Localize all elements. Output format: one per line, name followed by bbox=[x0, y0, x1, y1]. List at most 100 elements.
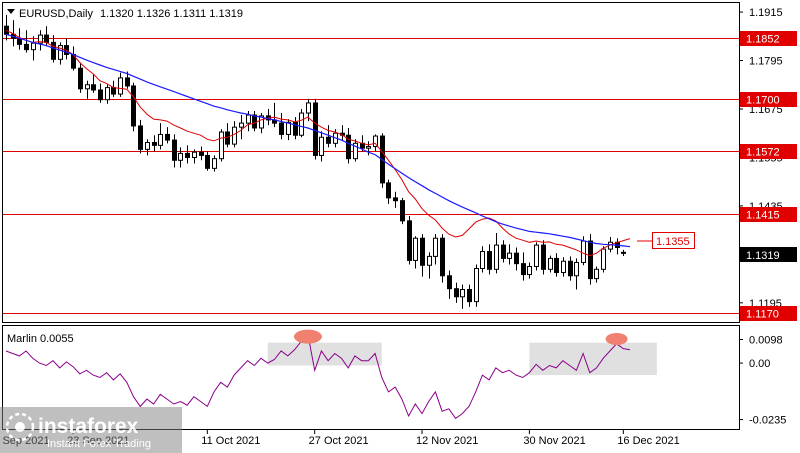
fast-moving-average-line bbox=[5, 29, 631, 257]
candle-bearish bbox=[447, 275, 452, 290]
candle-bullish bbox=[212, 158, 217, 169]
candle-bearish bbox=[138, 125, 143, 150]
price-panel-frame bbox=[2, 2, 740, 323]
candle-bullish bbox=[58, 45, 63, 60]
target-price-box bbox=[652, 232, 695, 249]
candle-bearish bbox=[346, 134, 351, 160]
level-tag-value: 1.1852 bbox=[746, 34, 780, 46]
candle-bullish bbox=[366, 146, 371, 149]
candle-bullish bbox=[38, 34, 43, 44]
indicator-axis-label: 0.00 bbox=[749, 358, 770, 370]
candle-bearish bbox=[199, 151, 204, 156]
level-tag-box bbox=[740, 144, 797, 159]
candle-bearish bbox=[165, 133, 170, 141]
candle-bullish bbox=[246, 114, 251, 124]
target-price-label: 1.1355 bbox=[656, 236, 690, 248]
level-tag-box bbox=[740, 306, 797, 321]
level-tag-box bbox=[740, 92, 797, 107]
candle-bullish bbox=[259, 115, 264, 129]
candle-bullish bbox=[158, 133, 163, 146]
level-tag-box bbox=[740, 31, 797, 46]
current-price-tag: 1.1319 bbox=[740, 247, 797, 262]
chart-ohlc-values: 1.1320 1.1326 1.1311 1.1319 bbox=[100, 8, 243, 20]
candle-bearish bbox=[125, 77, 130, 87]
candle-bearish bbox=[621, 251, 626, 254]
candle-bearish bbox=[185, 152, 190, 158]
candle-bullish bbox=[319, 136, 324, 156]
candle-bullish bbox=[353, 142, 358, 160]
candle-bullish bbox=[306, 102, 311, 114]
candle-bullish bbox=[105, 87, 110, 101]
candle-bearish bbox=[78, 67, 83, 90]
candle-bearish bbox=[554, 257, 559, 274]
indicator-label: Marlin 0.0055 bbox=[7, 333, 74, 345]
highlight-zone-right bbox=[529, 342, 657, 376]
candle-bullish bbox=[413, 237, 418, 261]
instaforex-watermark: instaforex Instant Forex Trading bbox=[0, 407, 182, 453]
candle-bullish bbox=[286, 121, 291, 135]
candle-bearish bbox=[225, 131, 230, 145]
candle-bullish bbox=[561, 260, 566, 274]
current-price-value: 1.1319 bbox=[746, 250, 780, 262]
candle-bullish bbox=[373, 135, 378, 148]
candle-bullish bbox=[601, 248, 606, 270]
candle-bearish bbox=[487, 251, 492, 270]
time-axis-label: 12 Nov 2021 bbox=[416, 435, 478, 447]
candle-bearish bbox=[205, 154, 210, 169]
highlight-marks bbox=[293, 329, 628, 346]
candle-bearish bbox=[568, 260, 573, 277]
indicator-axis: 0.0098 0.00 -0.0235 bbox=[739, 335, 786, 427]
peak-marker-ellipse bbox=[293, 329, 322, 344]
candle-bearish bbox=[111, 87, 116, 95]
candle-bullish bbox=[527, 265, 532, 276]
time-axis-label: 27 Oct 2021 bbox=[309, 435, 369, 447]
time-axis-label: 11 Oct 2021 bbox=[201, 435, 260, 447]
candle-bullish bbox=[548, 257, 553, 270]
candle-bearish bbox=[17, 38, 22, 45]
candle-bullish bbox=[232, 126, 237, 145]
marlin-oscillator-line bbox=[5, 333, 631, 420]
candle-bullish bbox=[219, 131, 224, 160]
candle-bullish bbox=[85, 84, 90, 90]
candle-bearish bbox=[521, 263, 526, 276]
peak-marker-ellipse bbox=[605, 333, 628, 346]
candle-bearish bbox=[172, 139, 177, 161]
watermark-brand: instaforex bbox=[38, 415, 139, 438]
slow-moving-average-line bbox=[5, 33, 631, 248]
current-price-tag-box bbox=[740, 247, 797, 262]
candle-bullish bbox=[581, 240, 586, 263]
candle-bullish bbox=[178, 152, 183, 161]
candle-bearish bbox=[131, 85, 136, 127]
candle-bullish bbox=[118, 77, 123, 95]
candle-bullish bbox=[299, 112, 304, 136]
candle-bearish bbox=[400, 200, 405, 222]
horizontal-levels bbox=[3, 38, 739, 314]
candle-bearish bbox=[393, 197, 398, 202]
candle-bullish bbox=[480, 251, 485, 270]
candle-bearish bbox=[152, 142, 157, 146]
price-axis-label: 1.1915 bbox=[749, 7, 783, 19]
candle-bearish bbox=[313, 102, 318, 156]
level-tag-value: 1.1170 bbox=[746, 309, 779, 321]
candle-bearish bbox=[588, 240, 593, 280]
dropdown-triangle-icon[interactable] bbox=[7, 9, 15, 14]
level-tag-value: 1.1700 bbox=[746, 95, 780, 107]
candle-bearish bbox=[420, 237, 425, 266]
candle-bullish bbox=[494, 244, 499, 270]
time-axis-label: 30 Nov 2021 bbox=[523, 435, 585, 447]
candle-bearish bbox=[386, 182, 391, 199]
candle-bearish bbox=[293, 121, 298, 136]
time-axis-label: 16 Dec 2021 bbox=[617, 435, 679, 447]
candle-bearish bbox=[454, 288, 459, 298]
indicator-axis-label: -0.0235 bbox=[749, 415, 786, 427]
candle-bearish bbox=[440, 237, 445, 277]
candle-bullish bbox=[534, 244, 539, 267]
candle-bearish bbox=[98, 89, 103, 101]
candle-bullish bbox=[433, 237, 438, 257]
candle-bullish bbox=[427, 255, 432, 266]
candle-bullish bbox=[192, 151, 197, 158]
candle-bearish bbox=[279, 122, 284, 135]
indicator-axis-label: 0.0098 bbox=[749, 335, 783, 347]
candle-bearish bbox=[326, 136, 331, 144]
